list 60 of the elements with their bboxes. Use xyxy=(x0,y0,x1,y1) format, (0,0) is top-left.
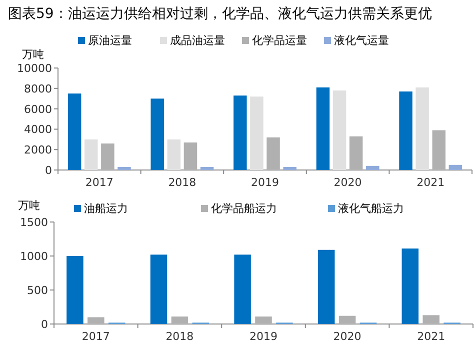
bar xyxy=(184,142,198,170)
bar xyxy=(234,96,247,170)
y-tick-label: 10000 xyxy=(17,62,52,75)
y-tick-label: 4000 xyxy=(24,123,52,136)
legend-label: 成品油运量 xyxy=(170,34,225,47)
bar xyxy=(448,164,462,170)
bar xyxy=(432,130,446,170)
bar xyxy=(366,166,380,170)
bar xyxy=(250,96,264,170)
bar xyxy=(150,98,164,170)
bar xyxy=(101,143,114,170)
y-axis-title: 万吨 xyxy=(22,48,44,61)
bar xyxy=(416,87,429,170)
bar xyxy=(402,248,419,324)
x-tick-label: 2018 xyxy=(168,176,196,189)
y-axis-title: 万吨 xyxy=(18,199,40,212)
bar xyxy=(234,254,251,324)
chart-title: 图表59：油运运力供给相对过剩，化学品、液化气运力供需关系更优 xyxy=(8,6,432,22)
bar xyxy=(200,166,214,170)
x-tick-label: 2020 xyxy=(334,176,362,189)
x-tick-label: 2021 xyxy=(417,330,446,343)
legend-label: 液化气运量 xyxy=(334,34,389,47)
bar xyxy=(68,94,82,170)
y-tick-label: 500 xyxy=(27,284,48,297)
x-tick-label: 2018 xyxy=(166,330,194,343)
y-tick-label: 2000 xyxy=(24,144,52,157)
bar xyxy=(118,166,131,170)
legend-label: 化学品船运力 xyxy=(211,202,277,215)
y-tick-label: 1000 xyxy=(20,250,48,263)
x-tick-label: 2019 xyxy=(251,176,279,189)
bar xyxy=(167,139,181,170)
bar xyxy=(84,139,98,170)
x-tick-label: 2017 xyxy=(82,330,110,343)
bar xyxy=(283,166,296,170)
legend-label: 油船运力 xyxy=(84,202,128,215)
bar xyxy=(150,254,168,324)
y-tick-label: 8000 xyxy=(24,82,52,96)
bar xyxy=(399,91,412,170)
bar xyxy=(349,136,363,170)
legend-label: 化学品运量 xyxy=(252,34,307,47)
bar xyxy=(255,316,272,324)
bar xyxy=(171,316,188,324)
bar xyxy=(338,316,356,324)
bar xyxy=(316,87,330,170)
x-tick-label: 2019 xyxy=(250,330,278,343)
x-tick-label: 2017 xyxy=(85,176,114,189)
y-tick-label: 1500 xyxy=(20,216,48,229)
legend-label: 原油运量 xyxy=(88,34,132,47)
y-tick-label: 0 xyxy=(41,318,48,331)
bar xyxy=(88,317,104,324)
y-tick-label: 6000 xyxy=(24,102,52,116)
legend-label: 液化气船运力 xyxy=(338,202,404,215)
bar xyxy=(66,256,84,324)
x-tick-label: 2020 xyxy=(333,330,362,343)
x-tick-label: 2021 xyxy=(416,176,445,189)
bar xyxy=(266,137,280,170)
y-tick-label: 0 xyxy=(45,164,52,177)
bar xyxy=(422,315,440,324)
bar xyxy=(332,90,346,170)
bar xyxy=(318,250,335,324)
